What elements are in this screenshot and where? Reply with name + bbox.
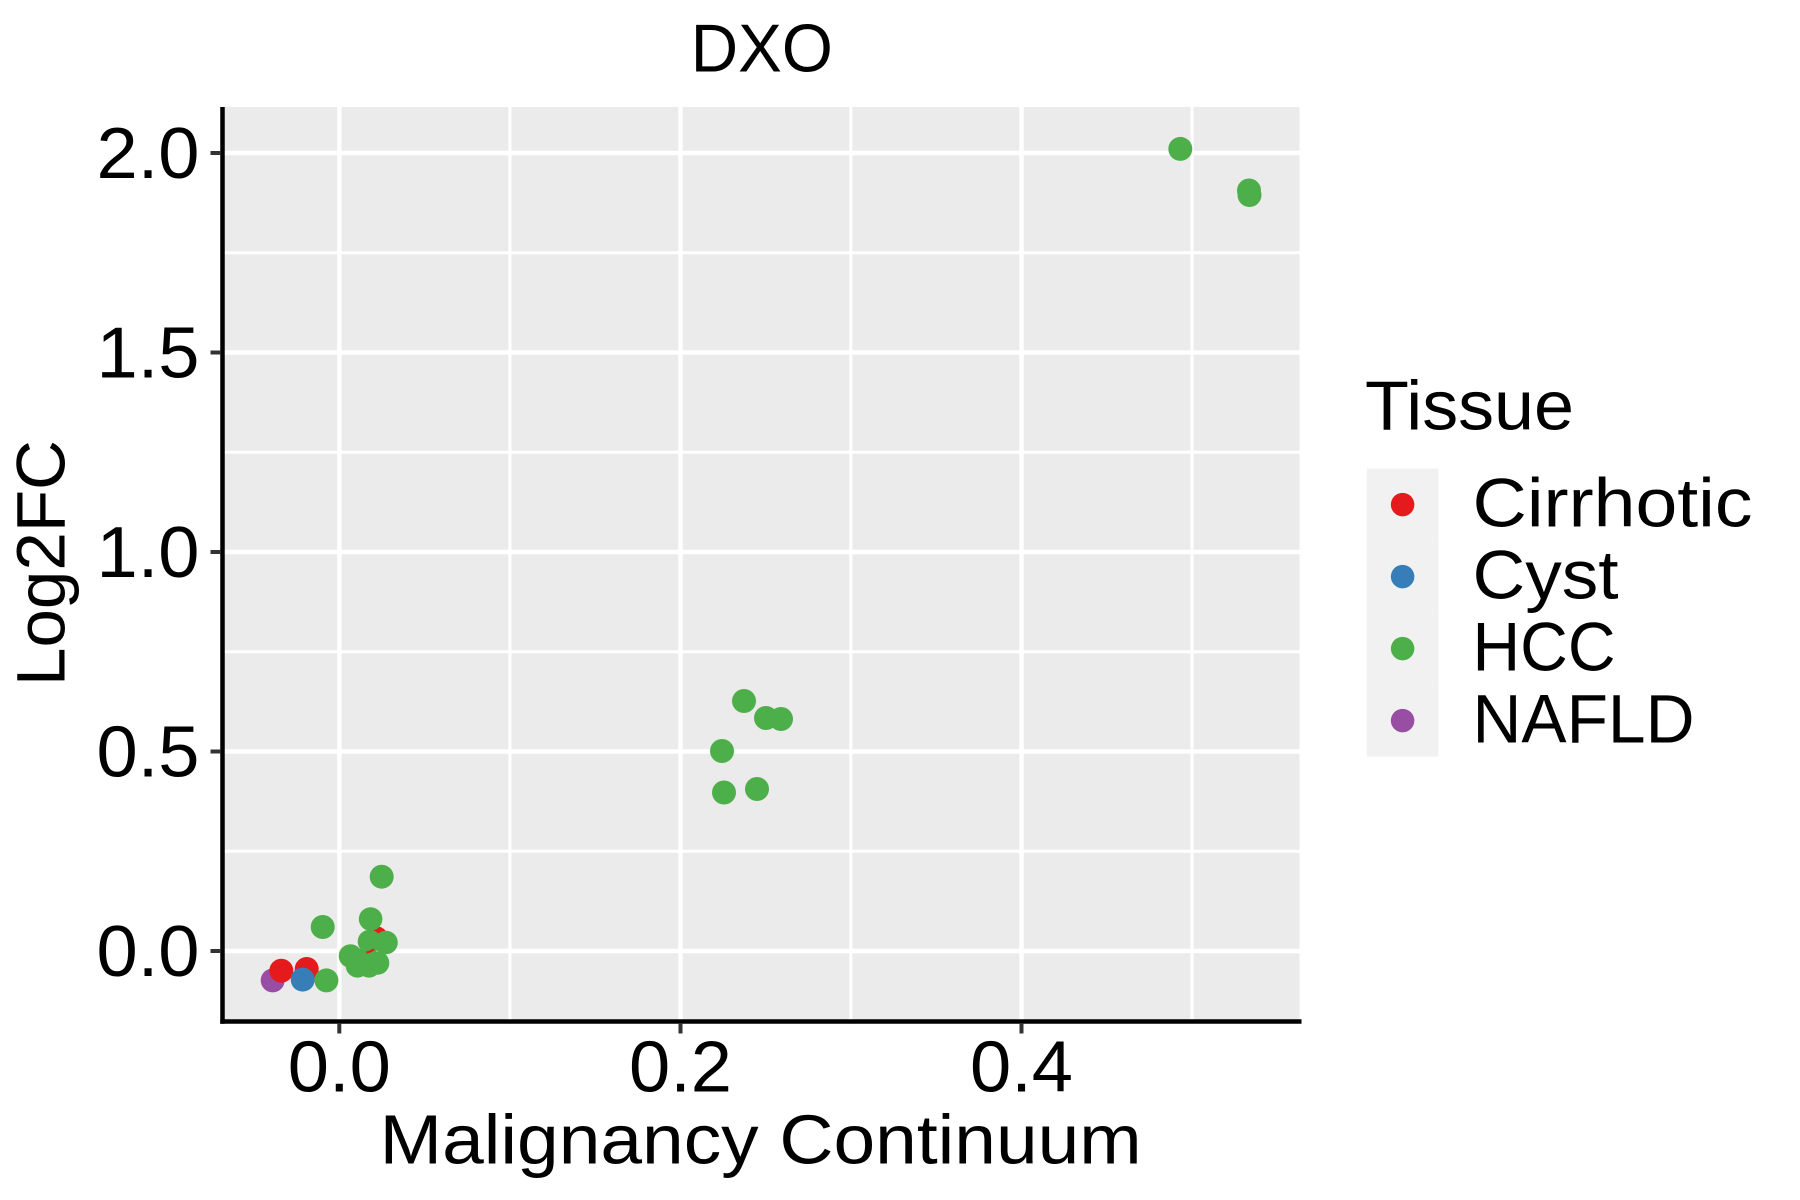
svg-text:0.4: 0.4 <box>970 1028 1073 1108</box>
svg-text:DXO: DXO <box>691 10 833 86</box>
svg-text:0.2: 0.2 <box>629 1028 732 1108</box>
svg-text:0.0: 0.0 <box>288 1028 391 1108</box>
svg-text:0.0: 0.0 <box>97 912 200 992</box>
svg-text:Malignancy Continuum: Malignancy Continuum <box>380 1101 1142 1179</box>
svg-text:Tissue: Tissue <box>1365 367 1574 445</box>
svg-text:NAFLD: NAFLD <box>1473 681 1695 758</box>
svg-text:Cirrhotic: Cirrhotic <box>1473 465 1753 542</box>
svg-text:1.5: 1.5 <box>97 314 200 394</box>
svg-text:2.0: 2.0 <box>97 114 200 194</box>
svg-text:Cyst: Cyst <box>1473 537 1619 614</box>
svg-text:HCC: HCC <box>1473 609 1616 686</box>
svg-text:0.5: 0.5 <box>97 713 200 793</box>
svg-text:Log2FC: Log2FC <box>3 440 80 686</box>
svg-text:1.0: 1.0 <box>97 513 200 593</box>
